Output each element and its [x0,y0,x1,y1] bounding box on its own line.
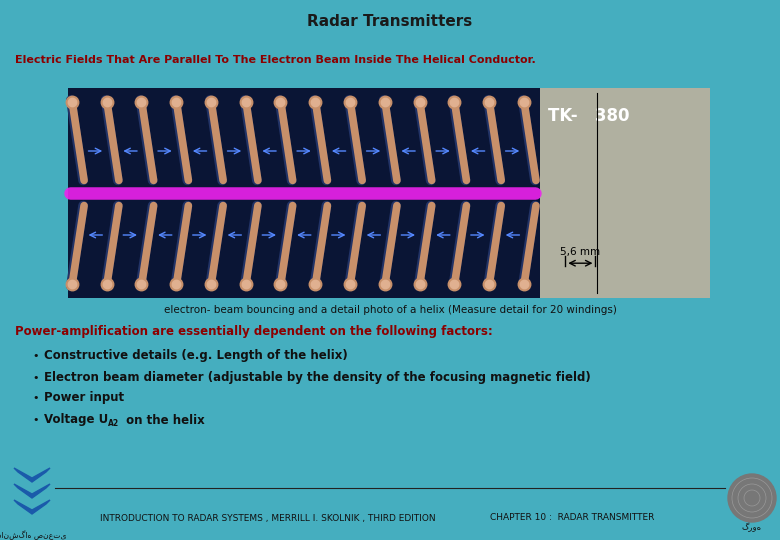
Text: •: • [32,393,38,403]
Text: دانشگاه صنعتی: دانشگاه صنعتی [0,530,66,540]
Text: Constructive details (e.g. Length of the helix): Constructive details (e.g. Length of the… [44,349,348,362]
Polygon shape [14,468,50,482]
Text: Voltage U: Voltage U [44,414,108,427]
Text: TK-   380: TK- 380 [548,107,629,125]
Text: 5,6 mm: 5,6 mm [560,247,601,257]
Text: A2: A2 [108,420,119,429]
Text: •: • [32,373,38,383]
Text: Radar Transmitters: Radar Transmitters [307,15,473,30]
Text: Electric Fields That Are Parallel To The Electron Beam Inside The Helical Conduc: Electric Fields That Are Parallel To The… [15,55,536,65]
Text: •: • [32,415,38,425]
Text: گروه: گروه [742,522,762,532]
Bar [68,88,540,298]
Text: on the helix: on the helix [122,414,204,427]
Text: CHAPTER 10 :  RADAR TRANSMITTER: CHAPTER 10 : RADAR TRANSMITTER [490,514,654,523]
Text: INTRODUCTION TO RADAR SYSTEMS , MERRILL I. SKOLNIK , THIRD EDITION: INTRODUCTION TO RADAR SYSTEMS , MERRILL … [100,514,435,523]
Text: Electron beam diameter (adjustable by the density of the focusing magnetic field: Electron beam diameter (adjustable by th… [44,372,590,384]
Text: electron- beam bouncing and a detail photo of a helix (Measure detail for 20 win: electron- beam bouncing and a detail pho… [164,305,616,315]
Polygon shape [14,484,50,498]
Text: Power input: Power input [44,392,124,404]
Text: Power-amplification are essentially dependent on the following factors:: Power-amplification are essentially depe… [15,326,493,339]
Polygon shape [14,500,50,514]
Text: •: • [32,351,38,361]
Circle shape [728,474,776,522]
Bar [540,88,710,298]
